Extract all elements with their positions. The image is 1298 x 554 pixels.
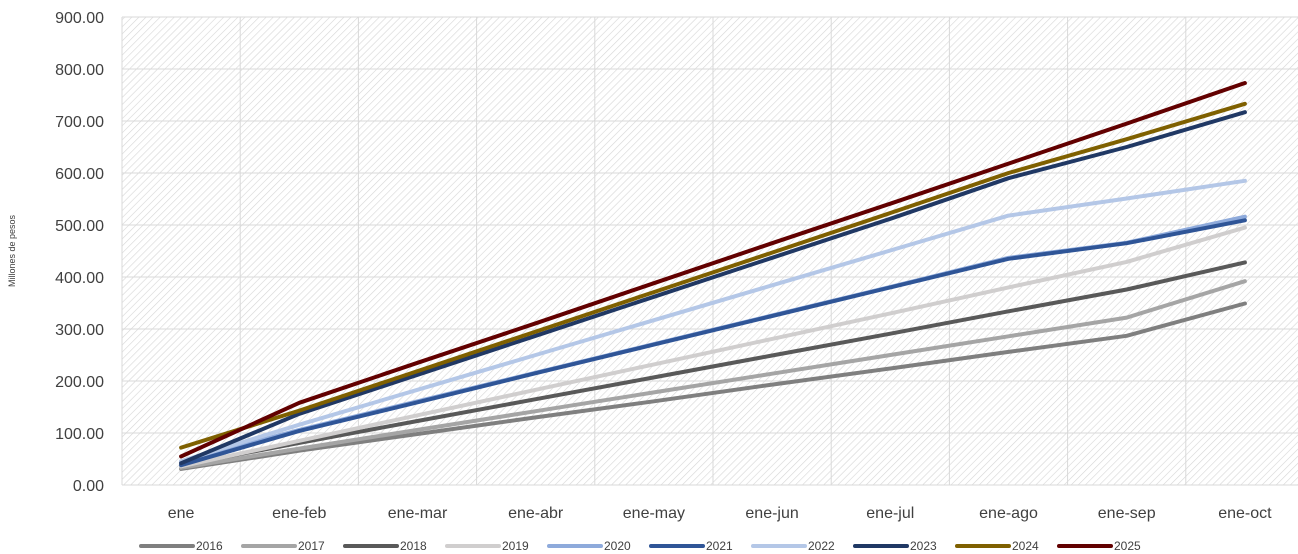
y-tick-label: 500.00 xyxy=(55,218,104,235)
legend-label: 2017 xyxy=(298,539,325,553)
legend-item-2019: 2019 xyxy=(445,539,529,553)
y-axis-tick-labels: 0.00 100.00 200.00 300.00 400.00 500.00 600.00… xyxy=(55,10,104,495)
series-line-2019 xyxy=(179,225,1247,469)
legend-label: 2016 xyxy=(196,539,223,553)
legend-label: 2022 xyxy=(808,539,835,553)
y-tick-label: 100.00 xyxy=(55,426,104,443)
x-tick-label: ene-jul xyxy=(866,505,914,522)
legend-label: 2020 xyxy=(604,539,631,553)
x-tick-label: ene xyxy=(168,505,195,522)
legend: 2016 2017 2018 2019 2020 2021 2022 2023 2024 2025 xyxy=(139,539,1141,553)
x-tick-label: ene-oct xyxy=(1218,505,1272,522)
gridlines xyxy=(121,16,1298,486)
legend-label: 2024 xyxy=(1012,539,1039,553)
y-tick-label: 300.00 xyxy=(55,322,104,339)
legend-item-2023: 2023 xyxy=(853,539,937,553)
y-tick-label: 0.00 xyxy=(73,478,104,495)
y-tick-label: 200.00 xyxy=(55,374,104,391)
x-tick-label: ene-jun xyxy=(745,505,798,522)
legend-item-2016: 2016 xyxy=(139,539,223,553)
series-line-2016 xyxy=(179,301,1247,471)
legend-item-2024: 2024 xyxy=(955,539,1039,553)
series-line-2025 xyxy=(179,81,1247,459)
series-line-2018 xyxy=(179,260,1247,468)
legend-item-2022: 2022 xyxy=(751,539,835,553)
legend-item-2020: 2020 xyxy=(547,539,631,553)
series-line-2024 xyxy=(179,101,1247,450)
y-tick-label: 600.00 xyxy=(55,166,104,183)
series-line-2022 xyxy=(179,178,1247,464)
legend-item-2017: 2017 xyxy=(241,539,325,553)
y-tick-label: 700.00 xyxy=(55,114,104,131)
x-tick-label: ene-may xyxy=(623,505,685,522)
x-tick-label: ene-feb xyxy=(272,505,326,522)
legend-item-2021: 2021 xyxy=(649,539,733,553)
y-tick-label: 800.00 xyxy=(55,62,104,79)
legend-label: 2023 xyxy=(910,539,937,553)
legend-label: 2021 xyxy=(706,539,733,553)
x-tick-label: ene-sep xyxy=(1098,505,1156,522)
legend-label: 2019 xyxy=(502,539,529,553)
y-tick-label: 400.00 xyxy=(55,270,104,287)
series-line-2023 xyxy=(179,110,1247,466)
x-tick-label: ene-abr xyxy=(508,505,564,522)
series-line-2017 xyxy=(179,279,1247,470)
legend-item-2025: 2025 xyxy=(1057,539,1141,553)
legend-item-2018: 2018 xyxy=(343,539,427,553)
legend-label: 2018 xyxy=(400,539,427,553)
x-tick-label: ene-mar xyxy=(388,505,448,522)
legend-label: 2025 xyxy=(1114,539,1141,553)
y-tick-label: 900.00 xyxy=(55,10,104,27)
series-line-2021 xyxy=(179,218,1247,468)
x-tick-label: ene-ago xyxy=(979,505,1038,522)
series-lines xyxy=(179,81,1247,471)
x-axis-tick-labels: ene ene-feb ene-mar ene-abr ene-may ene-jun en… xyxy=(168,505,1272,522)
y-axis-label: Millones de pesos xyxy=(7,214,17,287)
